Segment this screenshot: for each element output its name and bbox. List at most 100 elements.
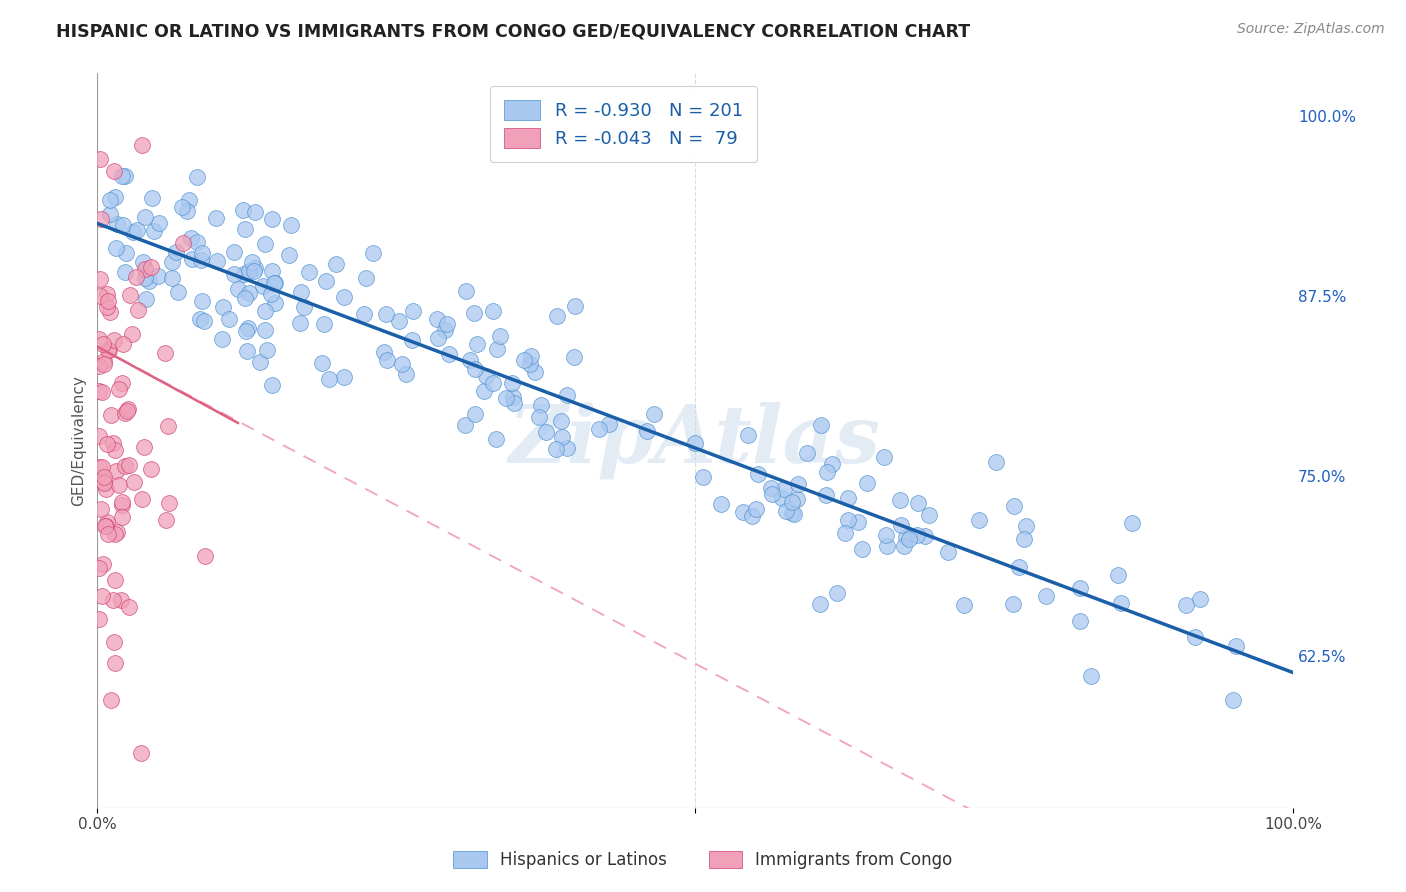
Point [917,508,939,522]
Point [94,482,117,496]
Point [434,323,457,337]
Point [107,477,129,491]
Point [93,475,115,490]
Point [97,343,120,357]
Point [529,398,551,412]
Point [311,356,333,370]
Point [898,532,921,546]
Point [165,245,187,260]
Point [122,225,145,239]
Point [243,264,266,278]
Point [114,246,136,260]
Point [114,265,136,279]
Point [236,321,259,335]
Point [252,279,274,293]
Point [952,598,974,612]
Point [112,336,135,351]
Point [482,376,505,390]
Point [733,505,755,519]
Point [260,377,283,392]
Point [391,357,413,371]
Point [131,138,153,153]
Point [87,332,110,346]
Point [111,495,134,509]
Point [162,271,184,285]
Point [93,475,115,489]
Point [333,369,356,384]
Point [354,270,377,285]
Point [170,200,193,214]
Point [1069,614,1091,628]
Point [193,314,215,328]
Point [114,459,136,474]
Point [290,285,312,300]
Point [157,418,180,433]
Point [235,222,257,236]
Point [134,262,156,277]
Point [333,290,356,304]
Point [907,496,929,510]
Point [238,264,260,278]
Point [100,207,122,221]
Legend: Hispanics or Latinos, Immigrants from Congo: Hispanics or Latinos, Immigrants from Co… [443,841,963,880]
Point [834,525,856,540]
Point [148,268,170,283]
Point [94,518,117,533]
Point [236,343,259,358]
Point [519,357,541,371]
Point [936,545,959,559]
Point [93,354,115,368]
Point [243,204,266,219]
Point [138,274,160,288]
Point [598,417,620,431]
Legend: R = -0.930   N = 201, R = -0.043   N =  79: R = -0.930 N = 201, R = -0.043 N = 79 [489,86,758,162]
Point [890,518,912,533]
Point [104,526,127,541]
Point [551,429,574,443]
Point [90,460,112,475]
Point [176,203,198,218]
Point [207,254,229,268]
Point [186,235,208,249]
Point [810,417,832,432]
Point [111,509,134,524]
Point [118,458,141,473]
Point [105,218,128,232]
Point [134,440,156,454]
Point [482,304,505,318]
Point [374,307,396,321]
Point [876,528,898,542]
Point [122,475,145,490]
Point [454,284,477,298]
Point [139,462,162,476]
Point [121,327,143,342]
Point [873,450,896,464]
Point [815,465,838,479]
Point [523,365,546,379]
Point [546,309,568,323]
Point [894,530,917,544]
Point [402,303,425,318]
Point [1222,692,1244,706]
Point [519,349,541,363]
Point [426,312,449,326]
Point [277,248,299,262]
Point [314,317,336,331]
Point [1121,516,1143,530]
Point [108,382,131,396]
Point [439,347,461,361]
Point [104,573,127,587]
Point [127,303,149,318]
Point [485,432,508,446]
Point [464,408,486,422]
Text: ZipAtlas: ZipAtlas [509,401,882,479]
Point [141,260,163,274]
Point [114,406,136,420]
Point [318,372,340,386]
Point [782,507,804,521]
Point [211,300,233,314]
Point [135,292,157,306]
Point [96,437,118,451]
Point [737,428,759,442]
Point [555,441,578,455]
